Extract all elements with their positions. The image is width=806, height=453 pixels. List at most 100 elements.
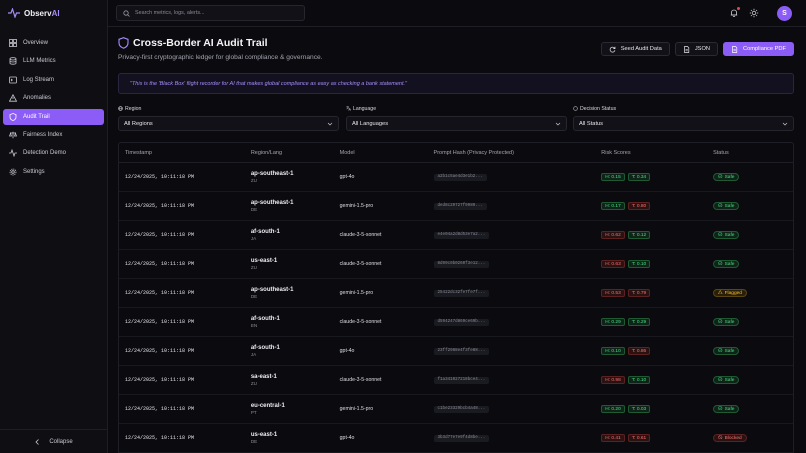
column-header-region[interactable]: Region/Lang: [250, 149, 283, 156]
prompt-hash[interactable]: 3b3d77e7e9f4d8be...: [433, 434, 490, 442]
table-row[interactable]: 12/24/2025, 10:11:18 PM ap-southeast-1 D…: [119, 192, 793, 221]
region-cell: af-south-1 EN: [251, 316, 340, 328]
hallucination-score-pill: H: 0.17: [601, 202, 625, 210]
sidebar-item-fairness-index[interactable]: Fairness Index: [3, 127, 104, 143]
prompt-hash[interactable]: 8d99c0b0260f3e12...: [433, 260, 490, 268]
warning-icon: [718, 289, 723, 295]
language-code: JA: [250, 352, 257, 357]
table-row[interactable]: 12/24/2025, 10:11:18 PM af-south-1 JA cl…: [119, 221, 793, 250]
model-cell: gpt-4o: [339, 174, 355, 180]
table-row[interactable]: 12/24/2025, 10:11:18 PM us-east-1 ZU cla…: [119, 250, 793, 279]
timestamp-cell: 12/24/2025, 10:11:18 PM: [125, 319, 195, 325]
language-code: DE: [250, 439, 258, 444]
prompt-hash[interactable]: e4e04a2d8d53e7a2...: [433, 231, 490, 239]
risk-scores: H: 0.53 T: 0.79: [601, 289, 713, 297]
region-name: us-east-1: [250, 432, 278, 438]
hallucination-score-pill: H: 0.63: [601, 260, 625, 268]
decision-status-select[interactable]: All Status: [573, 116, 794, 131]
page-title: Cross-Border AI Audit Trail: [133, 37, 268, 49]
sidebar-item-overview[interactable]: Overview: [3, 35, 104, 51]
prompt-hash[interactable]: 23ff2988e4f3fe88...: [433, 347, 490, 355]
hallucination-score-pill: H: 0.29: [601, 318, 625, 326]
theme-toggle[interactable]: [749, 8, 759, 18]
region-cell: us-east-1 DE: [251, 432, 340, 444]
region-cell: eu-central-1 PT: [251, 403, 340, 415]
risk-scores: H: 0.15 T: 0.34: [601, 173, 713, 181]
status-badge: Safe: [713, 347, 740, 355]
seed-audit-data-button[interactable]: Seed Audit Data: [600, 42, 670, 56]
region-name: ap-southeast-1: [250, 200, 294, 206]
compliance-pdf-button[interactable]: Compliance PDF: [723, 42, 794, 56]
region-name: us-east-1: [250, 258, 278, 264]
brand[interactable]: ObservAI: [8, 7, 60, 19]
check-circle-icon: [718, 318, 723, 324]
table-row[interactable]: 12/24/2025, 10:11:18 PM af-south-1 JA gp…: [119, 337, 793, 366]
brand-name: ObservAI: [24, 8, 60, 18]
region-select[interactable]: All Regions: [118, 116, 339, 131]
column-header-risk[interactable]: Risk Scores: [601, 149, 631, 156]
audit-table: Timestamp Region/Lang Model Prompt Hash …: [118, 142, 794, 453]
sidebar-item-llm-metrics[interactable]: LLM Metrics: [3, 53, 104, 69]
region-cell: af-south-1 JA: [251, 345, 340, 357]
column-header-status[interactable]: Status: [713, 149, 729, 156]
table-row[interactable]: 12/24/2025, 10:11:18 PM af-south-1 EN cl…: [119, 308, 793, 337]
status-badge: Safe: [713, 202, 740, 210]
notifications-button[interactable]: [729, 7, 740, 18]
timestamp-cell: 12/24/2025, 10:11:18 PM: [125, 435, 195, 441]
sidebar-item-detection-demo[interactable]: Detection Demo: [3, 145, 104, 161]
risk-scores: H: 0.29 T: 0.29: [601, 318, 713, 326]
button-label: Seed Audit Data: [620, 46, 662, 52]
sidebar-item-anomalies[interactable]: Anomalies: [3, 90, 104, 106]
risk-scores: H: 0.10 T: 0.86: [601, 347, 713, 355]
page-subtitle: Privacy-first cryptographic ledger for g…: [118, 54, 323, 61]
prompt-hash[interactable]: f1a341027218bce4...: [433, 376, 490, 384]
export-json-button[interactable]: JSON: [674, 42, 718, 56]
hallucination-score-pill: H: 0.15: [601, 173, 625, 181]
status-badge: Safe: [713, 376, 740, 384]
chevron-down-icon: [327, 122, 333, 125]
sidebar-item-label: Detection Demo: [23, 150, 67, 157]
toxicity-score-pill: T: 0.79: [627, 289, 651, 297]
column-header-hash[interactable]: Prompt Hash (Privacy Protected): [433, 149, 514, 156]
prompt-hash[interactable]: c1be23329bcb4a48...: [433, 405, 490, 413]
prompt-hash[interactable]: 25422dc32fe7fe7f...: [433, 289, 490, 297]
table-row[interactable]: 12/24/2025, 10:11:18 PM us-east-1 DE gpt…: [119, 424, 793, 453]
file-icon: [732, 45, 738, 53]
chevron-left-icon: [35, 438, 40, 445]
hallucination-score-pill: H: 0.10: [601, 347, 625, 355]
pulse-icon: [9, 149, 17, 158]
gear-icon: [9, 168, 17, 176]
page-header: Cross-Border AI Audit Trail: [118, 37, 268, 49]
table-row[interactable]: 12/24/2025, 10:11:18 PM ap-southeast-1 Z…: [119, 163, 793, 192]
risk-scores: H: 0.20 T: 0.03: [601, 405, 713, 413]
model-cell: gemini-1.5-pro: [339, 203, 374, 209]
search-box[interactable]: [116, 5, 305, 21]
prompt-hash[interactable]: ded8c29727f9989...: [433, 202, 487, 210]
table-row[interactable]: 12/24/2025, 10:11:18 PM ap-southeast-1 D…: [119, 279, 793, 308]
region-cell: ap-southeast-1 DE: [251, 287, 340, 299]
scale-icon: [9, 131, 17, 139]
search-input[interactable]: [135, 10, 295, 16]
database-icon: [9, 57, 17, 65]
avatar[interactable]: S: [777, 6, 792, 21]
timestamp-cell: 12/24/2025, 10:11:18 PM: [125, 261, 195, 267]
language-select[interactable]: All Languages: [346, 116, 567, 131]
tagline-quote: "This is the 'Black Box' flight recorder…: [118, 73, 794, 94]
status-badge: Safe: [713, 318, 740, 326]
check-circle-icon: [718, 202, 723, 208]
sidebar-item-audit-trail[interactable]: Audit Trail: [3, 108, 104, 125]
region-cell: af-south-1 JA: [251, 229, 340, 241]
collapse-button[interactable]: Collapse: [0, 429, 108, 453]
sidebar-item-settings[interactable]: Settings: [3, 164, 104, 180]
table-row[interactable]: 12/24/2025, 10:11:18 PM sa-east-1 ZU cla…: [119, 366, 793, 395]
prompt-hash[interactable]: d594247d869ce69b...: [433, 318, 490, 326]
prompt-hash[interactable]: a2b1c5ae4d3e1b2...: [433, 173, 487, 181]
timestamp-cell: 12/24/2025, 10:11:18 PM: [125, 232, 195, 238]
shield-icon: [9, 112, 17, 121]
column-header-model[interactable]: Model: [339, 149, 355, 156]
table-row[interactable]: 12/24/2025, 10:11:18 PM eu-central-1 PT …: [119, 395, 793, 424]
column-header-timestamp[interactable]: Timestamp: [125, 149, 152, 156]
sidebar-item-log-stream[interactable]: Log Stream: [3, 72, 104, 88]
timestamp-cell: 12/24/2025, 10:11:18 PM: [125, 377, 195, 383]
select-value: All Status: [579, 120, 604, 127]
